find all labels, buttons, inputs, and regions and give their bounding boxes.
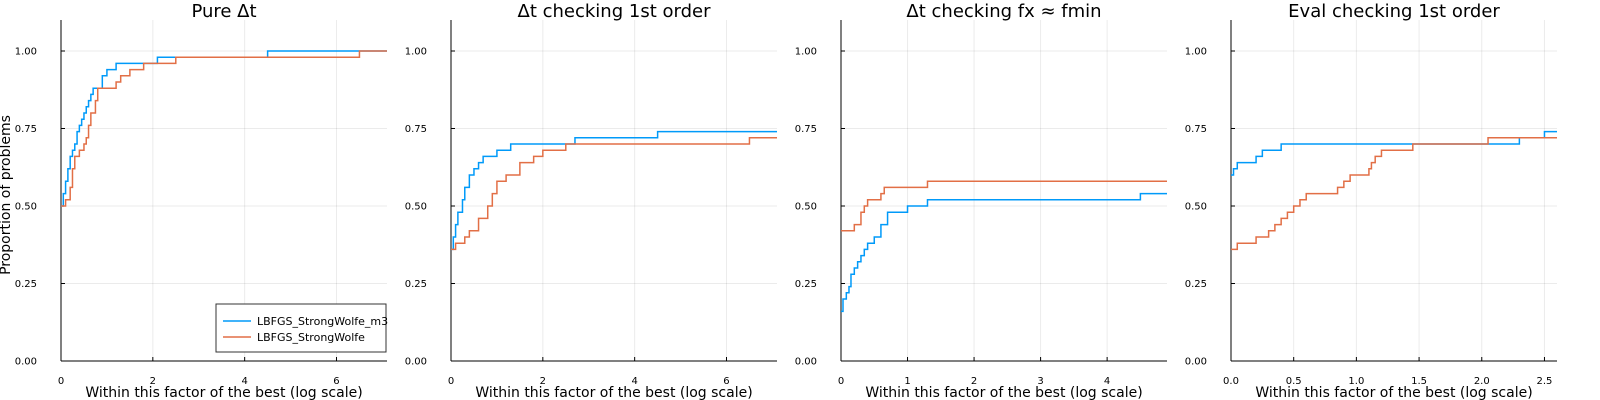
x-tick-label: 2.0 bbox=[1474, 376, 1490, 387]
y-tick-label: 0.75 bbox=[795, 124, 817, 135]
x-tick-label: 2 bbox=[540, 376, 546, 387]
y-tick-label: 0.25 bbox=[405, 279, 427, 290]
y-tick-label: 0.75 bbox=[15, 124, 37, 135]
y-tick-label: 0.50 bbox=[795, 202, 817, 213]
y-tick-label: 0.50 bbox=[15, 202, 37, 213]
x-tick-label: 2 bbox=[150, 376, 156, 387]
series-line-LBFGS_StrongWolfe bbox=[61, 50, 387, 207]
series-line-LBFGS_StrongWolfe bbox=[841, 180, 1167, 232]
y-tick-label: 0.25 bbox=[15, 279, 37, 290]
y-tick-label: 0.75 bbox=[1185, 124, 1207, 135]
x-tick-label: 3 bbox=[1037, 376, 1043, 387]
y-tick-label: 1.00 bbox=[405, 47, 427, 58]
x-tick-label: 2 bbox=[971, 376, 977, 387]
x-axis-label: Within this factor of the best (log scal… bbox=[865, 385, 1142, 400]
y-tick-label: 0.00 bbox=[795, 357, 817, 368]
chart-title: Δt checking fx ≈ fmin bbox=[906, 1, 1101, 22]
series-line-LBFGS_StrongWolfe_m3 bbox=[841, 192, 1167, 313]
x-tick-label: 0 bbox=[58, 376, 64, 387]
series-line-LBFGS_StrongWolfe_m3 bbox=[451, 130, 777, 251]
x-tick-label: 0 bbox=[838, 376, 844, 387]
legend: LBFGS_StrongWolfe_m3 LBFGS_StrongWolfe bbox=[215, 303, 388, 353]
x-tick-label: 4 bbox=[241, 376, 247, 387]
series-line-LBFGS_StrongWolfe bbox=[1231, 137, 1557, 251]
y-tick-label: 0.00 bbox=[15, 357, 37, 368]
x-tick-label: 0 bbox=[448, 376, 454, 387]
y-tick-label: 0.50 bbox=[1185, 202, 1207, 213]
chart-panel-4: 0.00 0.25 0.50 0.75 1.00 0.0 0.5 1.0 1.5 2.0 2.5 Wi… bbox=[1185, 1, 1557, 400]
chart-title: Δt checking 1st order bbox=[518, 1, 712, 22]
chart-title: Eval checking 1st order bbox=[1288, 1, 1500, 22]
x-tick-label: 2.5 bbox=[1537, 376, 1553, 387]
x-tick-label: 1 bbox=[904, 376, 910, 387]
y-tick-label: 1.00 bbox=[1185, 47, 1207, 58]
x-axis-label: Within this factor of the best (log scal… bbox=[475, 385, 752, 400]
legend-label-m3: LBFGS_StrongWolfe_m3 bbox=[257, 315, 388, 328]
y-tick-label: 0.00 bbox=[1185, 357, 1207, 368]
y-tick-label: 1.00 bbox=[15, 47, 37, 58]
y-tick-label: 0.25 bbox=[1185, 279, 1207, 290]
y-tick-label: 0.50 bbox=[405, 202, 427, 213]
series-line-LBFGS_StrongWolfe_m3 bbox=[61, 50, 387, 207]
x-tick-label: 4 bbox=[1104, 376, 1110, 387]
chart-title: Pure Δt bbox=[191, 1, 256, 22]
series-line-LBFGS_StrongWolfe bbox=[451, 137, 777, 251]
y-axis-label: Proportion of problems bbox=[0, 115, 14, 275]
x-tick-label: 6 bbox=[333, 376, 339, 387]
y-tick-label: 0.25 bbox=[795, 279, 817, 290]
legend-label-strongwolfe: LBFGS_StrongWolfe bbox=[257, 331, 365, 344]
x-tick-label: 0.5 bbox=[1286, 376, 1302, 387]
y-tick-label: 0.75 bbox=[405, 124, 427, 135]
x-tick-label: 4 bbox=[631, 376, 637, 387]
x-axis-label: Within this factor of the best (log scal… bbox=[85, 385, 362, 400]
legend-box bbox=[215, 303, 387, 353]
x-tick-label: 1.0 bbox=[1348, 376, 1364, 387]
y-tick-label: 1.00 bbox=[795, 47, 817, 58]
x-tick-label: 1.5 bbox=[1411, 376, 1427, 387]
x-axis-label: Within this factor of the best (log scal… bbox=[1255, 385, 1532, 400]
x-tick-label: 6 bbox=[723, 376, 729, 387]
y-tick-label: 0.00 bbox=[405, 357, 427, 368]
x-tick-label: 0.0 bbox=[1223, 376, 1239, 387]
